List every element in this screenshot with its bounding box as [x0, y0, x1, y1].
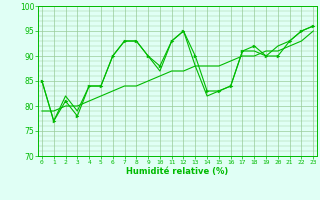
X-axis label: Humidité relative (%): Humidité relative (%)	[126, 167, 229, 176]
